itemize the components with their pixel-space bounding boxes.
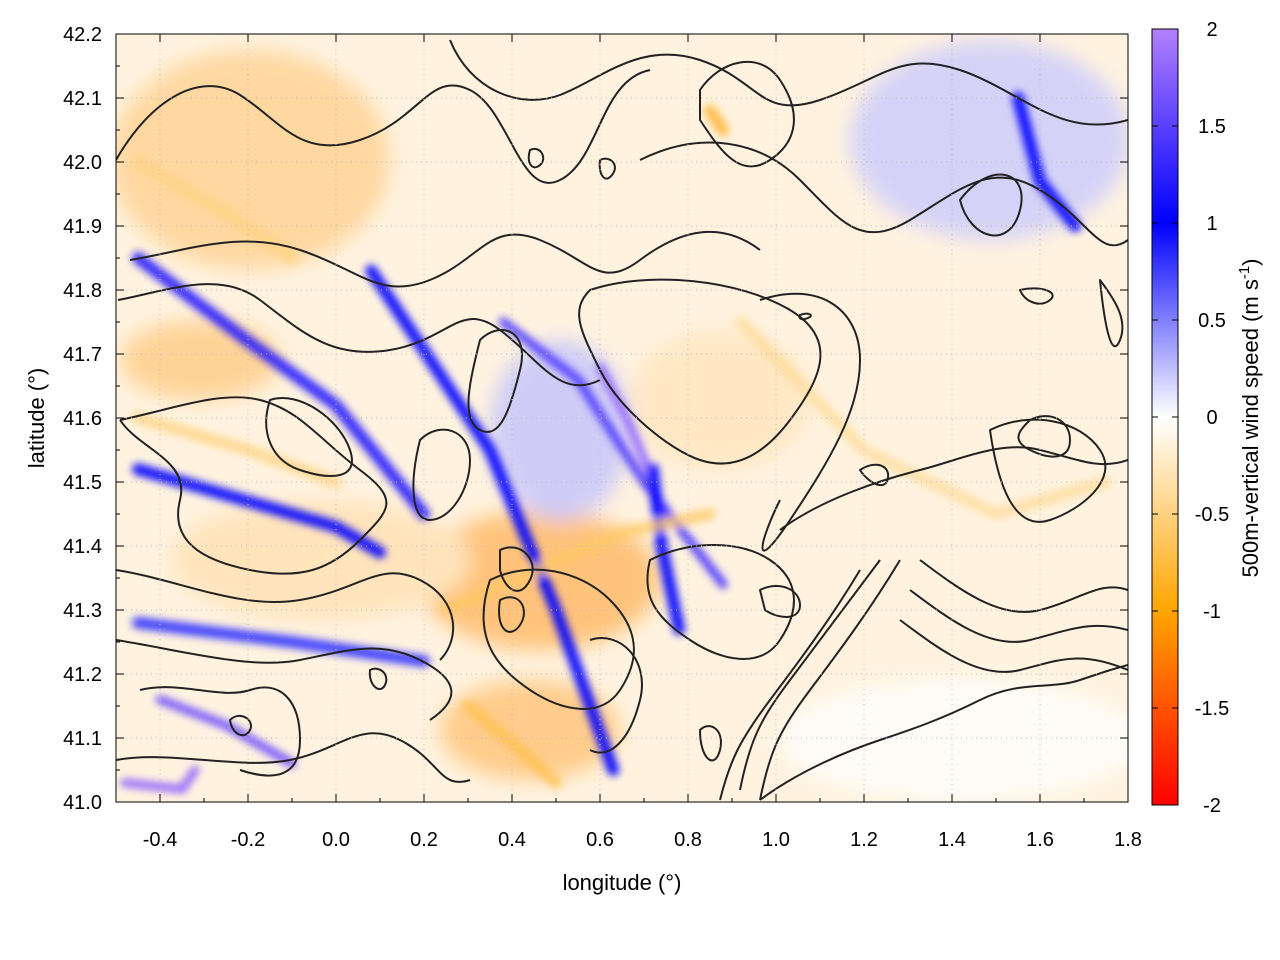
contour-line — [116, 69, 651, 184]
contour-line — [759, 585, 801, 618]
downdraft-band-10 — [440, 508, 716, 616]
x-tick-label: 0.6 — [586, 829, 614, 851]
contour-line — [499, 546, 534, 592]
contour-line — [527, 147, 545, 169]
contour-line — [759, 559, 901, 801]
colorbar-tick-label: -1.5 — [1195, 698, 1229, 720]
x-tick-label: 0.4 — [498, 829, 526, 851]
y-tick-label: 41.6 — [63, 408, 102, 430]
updraft-band-1 — [132, 463, 386, 559]
updraft-band-9 — [1012, 92, 1082, 232]
y-tick-label: 41.9 — [63, 216, 102, 238]
contour-line — [959, 173, 1023, 237]
contour-line — [759, 292, 861, 552]
downdraft-band-15 — [734, 316, 1112, 520]
y-tick-label: 42.0 — [63, 152, 102, 174]
x-tick-label: 0.2 — [410, 829, 438, 851]
contour-line — [117, 283, 601, 387]
contour-line — [779, 446, 1128, 531]
colorbar-tick-label: 1.5 — [1198, 116, 1226, 138]
y-tick-label: 41.1 — [63, 728, 102, 750]
x-tick-label: 1.2 — [850, 829, 878, 851]
x-tick-label: 1.4 — [938, 829, 966, 851]
x-tick-label: -0.4 — [143, 829, 177, 851]
contour-line — [719, 569, 861, 801]
contour-line — [759, 664, 1128, 801]
y-tick-label: 41.2 — [63, 664, 102, 686]
x-axis-title: longitude (°) — [563, 870, 682, 895]
y-tick-label: 42.1 — [63, 88, 102, 110]
contour-line — [909, 589, 1128, 643]
updraft-band-3 — [498, 317, 728, 589]
contour-line — [589, 637, 643, 754]
contour-line — [412, 428, 471, 521]
contour-line — [798, 312, 812, 321]
contour-line — [1019, 287, 1054, 305]
updraft-band-2 — [365, 264, 620, 776]
colorbar-tick-label: 0.5 — [1198, 310, 1226, 332]
contour-line — [116, 569, 454, 661]
y-tick-label: 41.5 — [63, 472, 102, 494]
colorbar-tick-label: 1 — [1206, 213, 1217, 235]
contour-line — [139, 686, 301, 777]
colorbar-ticks: 2 1.5 1 0.5 0 -0.5 -1 -1.5 -2 — [1152, 19, 1229, 817]
updraft-band-0 — [132, 252, 430, 520]
y-tick-label: 41.3 — [63, 600, 102, 622]
contour-line — [739, 559, 881, 791]
downdraft-band-11 — [462, 700, 562, 789]
colorbar: 2 1.5 1 0.5 0 -0.5 -1 -1.5 -2 500m-vertical wind… — [1151, 19, 1263, 817]
contour-line — [859, 463, 890, 487]
updraft-band-8 — [132, 616, 430, 668]
contour-line — [699, 61, 795, 168]
contour-line — [467, 329, 523, 433]
y-tick-label: 41.8 — [63, 280, 102, 302]
contour-line — [646, 544, 795, 660]
y-tick-label: 41.7 — [63, 344, 102, 366]
contour-line — [119, 396, 388, 575]
colorbar-title: 500m-vertical wind speed (m s-1) — [1236, 258, 1263, 577]
colorbar-tick-label: 2 — [1206, 19, 1217, 41]
colorbar-tick-label: -2 — [1203, 795, 1221, 817]
x-axis: -0.4 -0.2 0.0 0.2 0.4 0.6 0.8 1.0 1.2 1.4 1.6 1.8 — [115, 34, 1142, 851]
contour-layer — [116, 39, 1128, 801]
contour-line — [265, 397, 353, 477]
plot-area — [116, 34, 1128, 802]
y-axis-title: latitude (°) — [24, 368, 49, 469]
downdraft-band-13 — [704, 104, 730, 136]
colorbar-tick-label: 0 — [1206, 407, 1217, 429]
colorbar-title-main: 500m-vertical wind speed (m s — [1238, 279, 1263, 577]
colorbar-tick-label: -1 — [1203, 601, 1221, 623]
contour-line — [699, 725, 722, 762]
contour-line — [229, 714, 252, 737]
y-tick-label: 42.2 — [63, 24, 102, 46]
contour-line — [899, 619, 1128, 673]
contour-line — [598, 157, 616, 180]
contour-line — [482, 568, 635, 710]
updraft-band-6 — [155, 695, 297, 769]
x-tick-label: 1.0 — [762, 829, 790, 851]
colorbar-tick-label: -0.5 — [1195, 504, 1229, 526]
y-axis: 41.0 41.1 41.2 41.3 41.4 41.5 41.6 41.7 41.8 41.9… — [63, 24, 1128, 814]
colorbar-title-end: ) — [1238, 258, 1263, 265]
contour-line — [639, 141, 1128, 247]
contour-line — [116, 639, 453, 721]
contour-line — [1099, 279, 1124, 348]
updraft-band-7 — [120, 765, 200, 794]
colorbar-title-sup: -1 — [1236, 266, 1253, 279]
contour-line — [368, 667, 388, 690]
x-tick-label: 0.8 — [674, 829, 702, 851]
contour-line — [129, 230, 761, 288]
contour-line — [989, 418, 1107, 523]
contour-line — [449, 39, 1128, 126]
x-tick-label: 0.0 — [322, 829, 350, 851]
contour-line — [919, 559, 1128, 613]
y-tick-label: 41.4 — [63, 536, 102, 558]
x-tick-label: 1.8 — [1114, 829, 1142, 851]
x-tick-label: 1.6 — [1026, 829, 1054, 851]
contour-line — [498, 596, 525, 633]
x-tick-label: -0.2 — [231, 829, 265, 851]
contour-line — [1017, 415, 1071, 458]
y-tick-label: 41.0 — [63, 792, 102, 814]
